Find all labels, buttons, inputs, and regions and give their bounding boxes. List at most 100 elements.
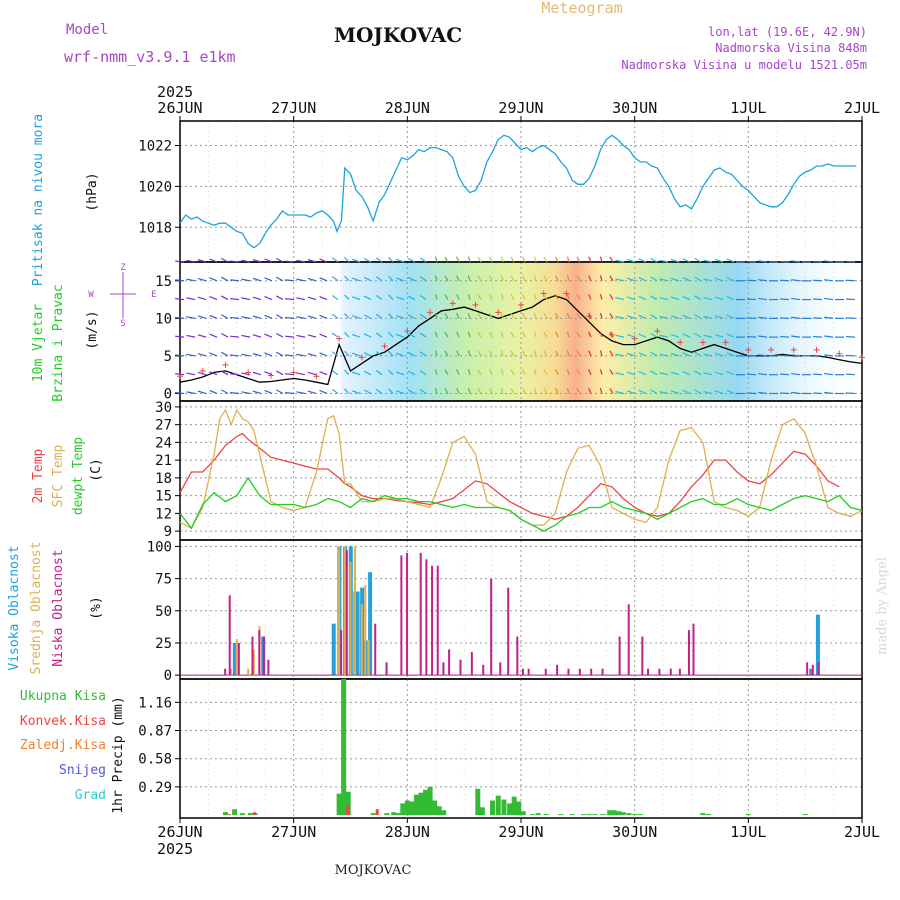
wind-direction-arrow — [543, 256, 548, 263]
wind-direction-arrow — [197, 371, 207, 376]
wind-direction-arrow — [331, 294, 339, 301]
wind-direction-arrow — [510, 331, 515, 338]
clouds-bar-2 — [692, 623, 695, 676]
wind-direction-arrow — [714, 371, 724, 376]
clouds-bar-2 — [658, 668, 661, 676]
clouds-bar-2 — [601, 668, 604, 676]
y-tick-label: 1022 — [138, 139, 172, 155]
wind-direction-arrow — [813, 298, 823, 301]
wind-gust-marker — [722, 339, 729, 346]
wind-direction-arrow — [824, 279, 834, 282]
wind-direction-arrow — [780, 260, 790, 263]
clouds-bar-1 — [247, 668, 250, 676]
wind-direction-arrow — [747, 279, 757, 282]
wind-gust-marker — [267, 372, 274, 379]
wind-direction-arrow — [363, 314, 372, 319]
wind-direction-arrow — [296, 278, 306, 282]
wind-direction-arrow — [344, 294, 350, 300]
wind-direction-arrow — [694, 332, 702, 338]
wind-direction-arrow — [396, 296, 405, 301]
wind-direction-arrow — [846, 260, 856, 263]
wind-direction-arrow — [209, 295, 218, 301]
wind-direction-arrow — [576, 350, 581, 357]
cloud-ylabel-1: Visoka Oblacnost — [7, 545, 22, 670]
clouds-bar-2 — [237, 642, 240, 676]
precip-bar-0 — [336, 793, 342, 816]
wind-direction-arrow — [500, 275, 504, 281]
wind-direction-arrow — [846, 373, 856, 376]
y-tick-label: 0 — [164, 668, 172, 684]
wind-direction-arrow — [576, 294, 581, 300]
wind-direction-arrow — [599, 294, 603, 300]
wind-direction-arrow — [813, 279, 823, 282]
wind-direction-arrow — [588, 256, 592, 263]
wind-direction-arrow — [670, 296, 680, 301]
wind-direction-arrow — [241, 278, 251, 282]
y-tick-label: 0 — [164, 386, 172, 402]
clouds-bar-2 — [527, 668, 530, 676]
station-title: MOJKOVAC — [334, 23, 462, 47]
wind-direction-arrow — [175, 391, 185, 395]
wind-direction-arrow — [477, 312, 482, 319]
clouds-bar-0 — [355, 591, 360, 676]
precip-bar-0 — [404, 800, 410, 816]
wind-direction-arrow — [352, 371, 361, 376]
wind-direction-arrow — [522, 369, 526, 375]
wind-direction-arrow — [396, 352, 405, 357]
wind-direction-arrow — [791, 260, 801, 263]
precip-bar-0 — [607, 810, 613, 816]
precip-bar-0 — [611, 810, 617, 816]
wind-direction-arrow — [555, 388, 559, 394]
wind-direction-arrow — [659, 334, 669, 338]
wind-gust-marker — [472, 301, 479, 308]
wind-direction-arrow — [500, 369, 504, 375]
wind-direction-arrow — [566, 387, 570, 394]
wind-direction-arrow — [638, 314, 647, 319]
wind-direction-arrow — [543, 294, 548, 300]
wind-direction-arrow — [489, 388, 493, 394]
wind-direction-arrow — [252, 390, 262, 395]
wind-direction-arrow — [489, 369, 493, 375]
wind-direction-arrow — [407, 333, 416, 338]
wind-direction-arrow — [489, 256, 493, 263]
wind-direction-arrow — [846, 298, 856, 301]
wind-direction-arrow — [703, 259, 713, 263]
precip-bar-0 — [400, 803, 406, 816]
wind-direction-arrow — [388, 388, 394, 394]
compass-e: E — [151, 290, 156, 300]
clouds-bar-2 — [442, 662, 445, 676]
wind-direction-arrow — [824, 297, 834, 301]
y-tick-label: 10 — [155, 311, 172, 327]
wind-direction-arrow — [434, 312, 438, 319]
wind-direction-arrow — [758, 297, 768, 301]
precip-bar-0 — [543, 814, 549, 816]
wind-direction-arrow — [467, 294, 471, 300]
wind-direction-arrow — [467, 387, 471, 394]
wind-direction-arrow — [694, 370, 702, 376]
wind-direction-arrow — [186, 278, 196, 282]
wind-direction-arrow — [780, 317, 790, 319]
wind-direction-arrow — [363, 333, 372, 338]
wind-direction-arrow — [444, 275, 449, 282]
clouds-bar-2 — [400, 555, 403, 676]
wind-direction-arrow — [296, 353, 306, 357]
wind-direction-arrow — [670, 277, 680, 282]
wind-direction-arrow — [682, 389, 691, 395]
wind-direction-arrow — [230, 260, 240, 263]
precip-bar-0 — [409, 801, 415, 816]
wind-direction-arrow — [659, 259, 669, 263]
clouds-bar-2 — [374, 623, 377, 676]
x-tick-label-top: 26JUN — [157, 99, 202, 117]
precip-bar-0 — [247, 813, 253, 816]
wind-direction-arrow — [344, 313, 350, 319]
wind-gust-marker — [540, 290, 547, 297]
legend-total-rain: Ukupna Kisa — [20, 689, 106, 704]
wind-direction-arrow — [543, 369, 548, 376]
wind-direction-arrow — [221, 276, 229, 282]
y-tick-label: 9 — [164, 524, 172, 540]
wind-direction-arrow — [209, 258, 218, 263]
wind-direction-arrow — [533, 331, 537, 338]
wind-direction-arrow — [241, 316, 251, 319]
wind-direction-arrow — [626, 315, 636, 319]
x-tick-label-top: 27JUN — [271, 99, 316, 117]
